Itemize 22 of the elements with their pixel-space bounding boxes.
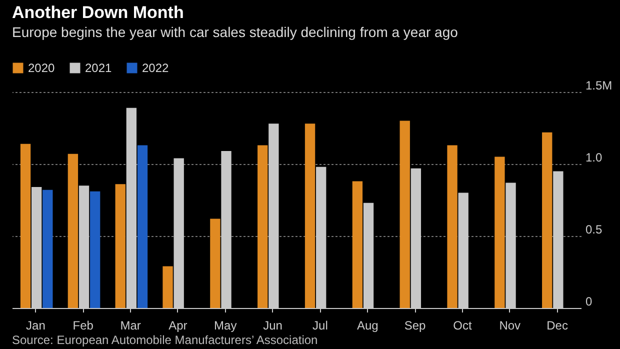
x-tick-label: Jul (312, 318, 328, 332)
x-tick-label: Jun (263, 318, 282, 332)
legend-label: 2020 (28, 61, 56, 75)
x-tick-label: Feb (72, 318, 94, 332)
x-tick-label: Jan (26, 318, 46, 332)
x-tick-label: Apr (168, 318, 188, 332)
x-tick-label: Mar (120, 318, 141, 332)
chart-subtitle: Europe begins the year with car sales steadily declining from a year ago (12, 24, 458, 40)
x-tick-label: Aug (356, 318, 378, 332)
y-tick-label: 1.5M (586, 78, 612, 92)
x-tick-label: Dec (546, 318, 568, 332)
legend-label: 2021 (85, 61, 112, 75)
x-tick-label: Oct (453, 318, 472, 332)
y-tick-label: 0 (586, 294, 592, 308)
y-tick-label: 1.0 (586, 150, 603, 164)
chart-title: Another Down Month (12, 3, 184, 22)
y-tick-label: 0.5 (586, 222, 603, 236)
x-tick-label: Nov (499, 318, 521, 332)
legend-label: 2022 (142, 61, 170, 75)
source-note: Source: European Automobile Manufacturers’ Association (11, 333, 319, 348)
x-tick-label: May (214, 318, 237, 332)
x-tick-label: Sep (404, 318, 426, 332)
